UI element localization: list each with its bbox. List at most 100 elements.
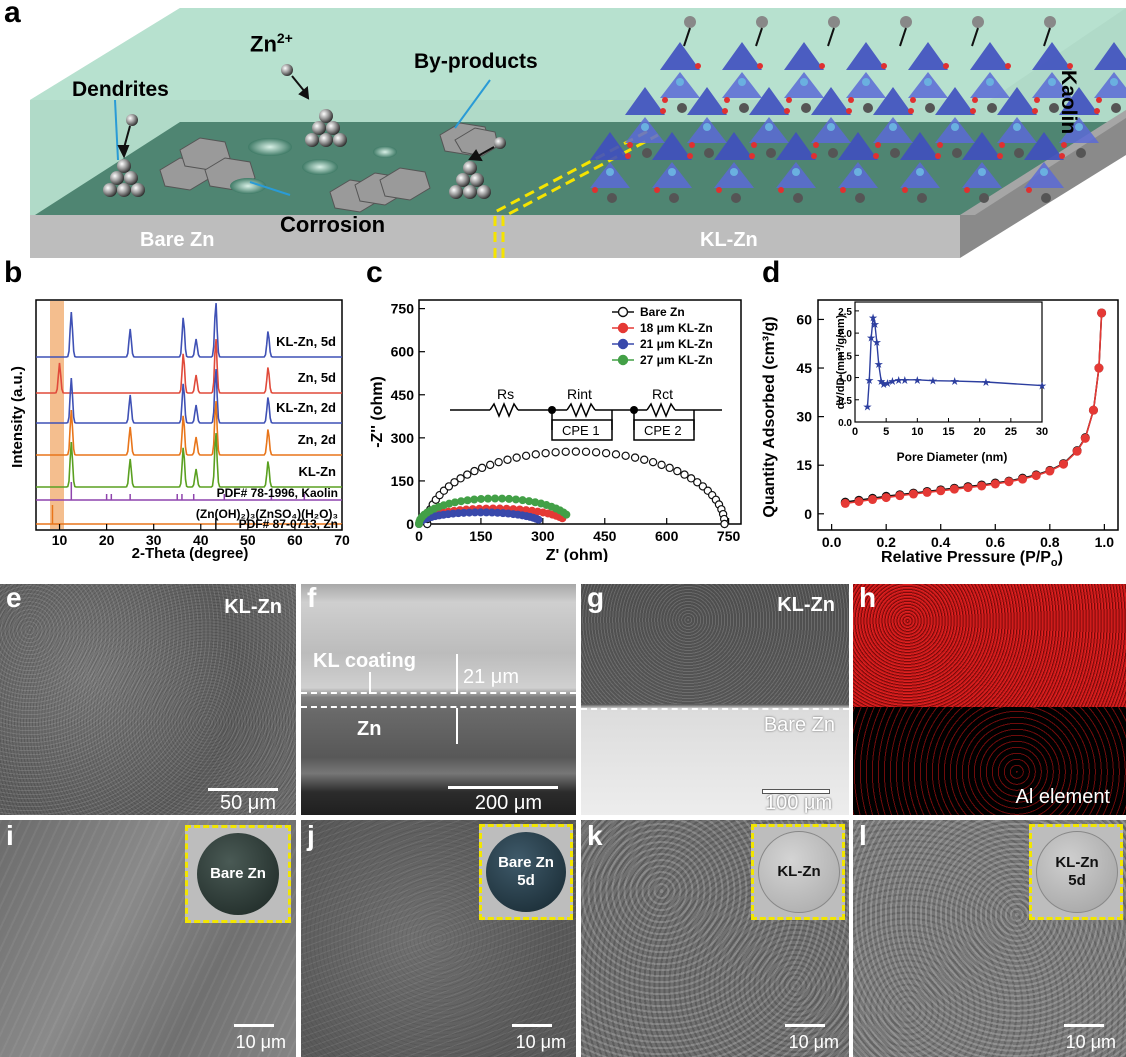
kaolin-tetrahedron: [784, 42, 824, 70]
kaolin-atom: [1048, 78, 1056, 86]
eis-point: [680, 470, 689, 479]
oxygen-atom: [662, 97, 668, 103]
panel-b-letter: b: [4, 256, 23, 289]
highlight-band: [50, 301, 64, 529]
panel-g-letter: g: [587, 584, 605, 613]
eis-point: [648, 457, 658, 467]
eis-ytick-label: 600: [391, 344, 415, 360]
kaolin-atom: [1040, 168, 1048, 176]
corrosion-label: Corrosion: [280, 212, 386, 237]
panel-k-scale: 10 μm: [788, 1032, 839, 1052]
bet-point: [1072, 446, 1082, 456]
eis-ytick-label: 0: [406, 516, 414, 532]
panel-e-sem: e KL-Zn 50 μm: [0, 584, 296, 815]
kaolin-tetrahedron: [1094, 72, 1126, 98]
panel-c: c 0 150 300 450 600 750 0 150 300 450 600 750 Bare …: [362, 256, 747, 564]
inset-star: ★: [928, 376, 938, 388]
oxygen-atom: [757, 63, 763, 69]
inset-ytick-label: 1.0: [838, 374, 852, 385]
eis-point: [491, 494, 500, 503]
kaolin-tetrahedron: [846, 42, 886, 70]
panel-l-photo: KL-Zn 5d: [1029, 824, 1123, 920]
eis-point: [561, 447, 570, 456]
kaolin-atom: [668, 168, 676, 176]
xrd-xlabel: 2-Theta (degree): [132, 545, 249, 562]
kaolin-tetrahedron: [970, 42, 1010, 70]
kaolin-atom: [641, 123, 649, 131]
legend-label: Bare Zn: [640, 305, 685, 319]
bet-point: [1045, 466, 1055, 476]
zn-atom: [801, 103, 811, 113]
oxygen-atom: [724, 97, 730, 103]
oxygen-atom: [687, 153, 693, 159]
zn-atom: [704, 148, 714, 158]
ion-arrow: [683, 27, 691, 47]
kaolin-tetrahedron: [935, 87, 975, 115]
panel-c-letter: c: [366, 256, 383, 289]
bet-point: [922, 487, 932, 497]
oxygen-atom: [1026, 187, 1032, 193]
zn-atom: [979, 193, 989, 203]
eis-point: [630, 453, 640, 462]
panel-f-scale: 200 μm: [474, 792, 542, 814]
panel-j-letter: j: [307, 820, 315, 851]
xrd-xtick-label: 10: [52, 532, 68, 548]
oxygen-atom: [840, 187, 846, 193]
eis-point: [457, 497, 466, 506]
zn-atom: [1076, 148, 1086, 158]
kaolin-atom: [986, 78, 994, 86]
inset-xtick-label: 20: [974, 426, 986, 438]
eis-point: [562, 510, 571, 519]
xrd-trace: [36, 401, 342, 456]
bet-ytick-label: 0: [804, 506, 812, 522]
kaolin-tetrahedron: [590, 132, 630, 160]
oxygen-atom: [813, 142, 819, 148]
panel-i-scalebar: [234, 1024, 274, 1027]
oxygen-atom: [784, 108, 790, 114]
panel-d-letter: d: [762, 256, 781, 289]
zn-atom: [828, 148, 838, 158]
inset-star: ★: [882, 378, 892, 390]
oxygen-atom: [1034, 97, 1040, 103]
zn-atom: [1041, 193, 1051, 203]
xrd-trace: [36, 433, 342, 488]
bet-point: [1031, 471, 1041, 481]
kaolin-atom: [951, 123, 959, 131]
panel-k-sem: k KL-Zn 10 μm: [581, 820, 849, 1057]
kaolin-tetrahedron: [625, 87, 665, 115]
panel-i-sem: i Bare Zn 10 μm: [0, 820, 296, 1057]
inset-xtick-label: 0: [852, 426, 858, 438]
xrd-ref-label: PDF# 87-0713, Zn: [239, 517, 338, 531]
kaolin-tetrahedron: [873, 87, 913, 115]
xrd-trace: [36, 339, 342, 394]
panel-h-map: h Al element: [853, 584, 1126, 815]
panel-l-scalebar: [1064, 1024, 1104, 1027]
inset-line: [866, 317, 1043, 407]
kaolin-atom: [765, 123, 773, 131]
inset-ytick-label: 1.5: [838, 351, 852, 362]
panel-j-photo: Bare Zn 5d: [479, 824, 573, 920]
kaolin-tetrahedron: [687, 87, 727, 115]
bet-point: [963, 483, 973, 493]
panel-k-letter: k: [587, 820, 603, 851]
zn-atom: [677, 103, 687, 113]
eis-point: [485, 460, 495, 470]
ion-arrow: [899, 27, 907, 47]
eis-point: [673, 466, 682, 476]
eis-point: [498, 494, 507, 503]
kaolin-tetrahedron: [838, 132, 878, 160]
eis-xtick-label: 300: [531, 528, 555, 544]
xrd-xtick-label: 40: [193, 532, 209, 548]
eis-point: [541, 448, 550, 458]
eis-point: [505, 494, 514, 503]
xrd-xtick-label: 70: [334, 532, 350, 548]
oxygen-atom: [964, 187, 970, 193]
bet-point: [1018, 474, 1028, 484]
panel-a-letter: a: [4, 0, 21, 29]
ion-arrow: [971, 27, 979, 47]
panel-j-sem: j Bare Zn 5d 10 μm: [301, 820, 576, 1057]
zn-ion: [684, 16, 696, 28]
eis-point: [657, 460, 666, 470]
zn-atom: [669, 193, 679, 203]
oxygen-atom: [1094, 108, 1100, 114]
